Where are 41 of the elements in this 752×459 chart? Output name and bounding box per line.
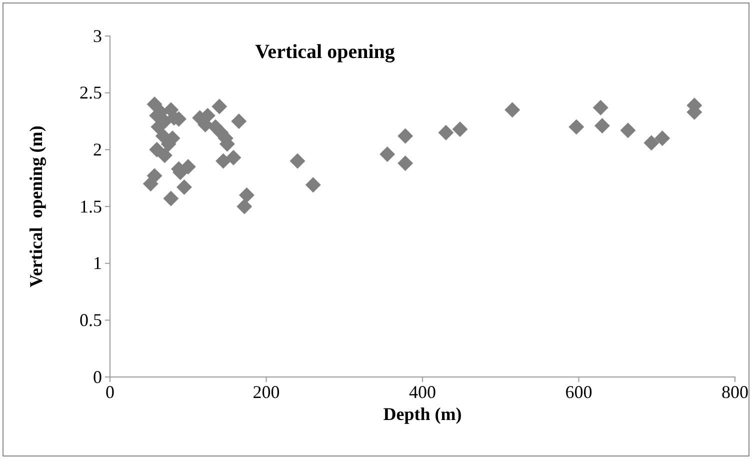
- point: [504, 102, 520, 118]
- point: [438, 124, 454, 140]
- point: [163, 190, 179, 206]
- point: [380, 146, 396, 162]
- chart-title: Vertical opening: [255, 41, 395, 63]
- y-tick-label: 3: [93, 26, 102, 46]
- point: [594, 118, 610, 134]
- y-tick-label: 1: [93, 253, 102, 274]
- point: [146, 96, 162, 112]
- point: [231, 114, 247, 129]
- x-axis-title: Depth (m): [383, 404, 462, 424]
- x-tick-label: 0: [106, 382, 114, 402]
- point: [176, 179, 192, 195]
- point: [568, 119, 584, 135]
- point: [146, 168, 162, 184]
- point: [156, 148, 172, 164]
- point: [216, 153, 232, 169]
- x-tick-label: 800: [722, 382, 748, 402]
- point: [620, 122, 636, 138]
- x-tick-label: 400: [409, 382, 436, 402]
- point: [398, 128, 414, 144]
- point: [290, 153, 306, 169]
- x-tick-label: 600: [565, 382, 592, 402]
- y-tick-label: 0.5: [80, 310, 102, 330]
- y-axis-title: Vertical opening (m): [26, 126, 46, 288]
- point: [212, 98, 228, 114]
- point: [155, 128, 171, 144]
- point: [654, 130, 670, 146]
- y-tick-label: 2.5: [80, 82, 102, 103]
- y-tick-label: 1.5: [80, 196, 102, 216]
- point: [236, 198, 252, 214]
- point: [644, 135, 660, 151]
- point: [452, 121, 468, 137]
- y-tick-label: 2: [93, 139, 102, 160]
- point: [305, 177, 321, 193]
- point: [592, 100, 608, 116]
- y-tick-label: 0: [93, 366, 102, 387]
- point: [226, 150, 242, 166]
- point: [238, 187, 254, 203]
- x-tick-label: 200: [252, 382, 280, 402]
- point: [398, 156, 414, 172]
